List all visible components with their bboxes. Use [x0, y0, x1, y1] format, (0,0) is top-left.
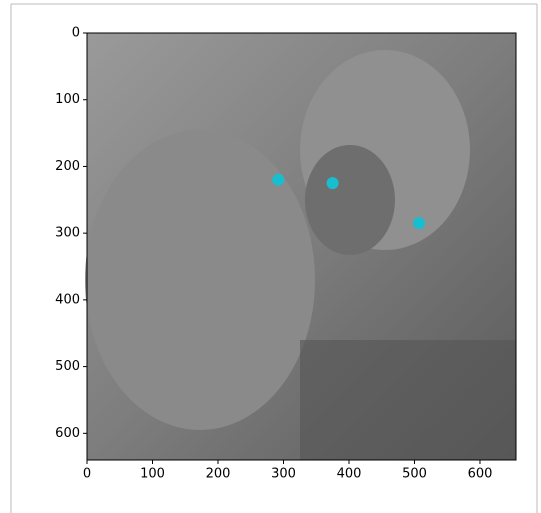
y-tick-label: 100 [55, 92, 80, 107]
y-tick-label: 200 [55, 159, 80, 174]
x-tick-label: 200 [206, 467, 231, 482]
y-tick-label: 400 [55, 292, 80, 307]
x-tick-label: 400 [337, 467, 362, 482]
x-tick-label: 300 [271, 467, 296, 482]
y-tick-label: 0 [72, 26, 80, 41]
image-rock [300, 340, 516, 460]
y-tick-label: 600 [55, 426, 80, 441]
image-face [305, 145, 395, 255]
point [327, 177, 339, 189]
image [85, 33, 516, 460]
y-tick-label: 300 [55, 226, 80, 241]
point [413, 217, 425, 229]
x-tick-label: 500 [402, 467, 427, 482]
page: {"chart_data": {"type": "scatter", "x": … [0, 0, 541, 513]
x-tick-label: 100 [140, 467, 165, 482]
y-tick-label: 500 [55, 359, 80, 374]
x-tick-label: 0 [83, 467, 91, 482]
figure: 0 100 200 300 400 500 600 0 100 200 300 400 500 600 [0, 0, 541, 513]
point [272, 174, 284, 186]
x-tick-label: 600 [468, 467, 493, 482]
